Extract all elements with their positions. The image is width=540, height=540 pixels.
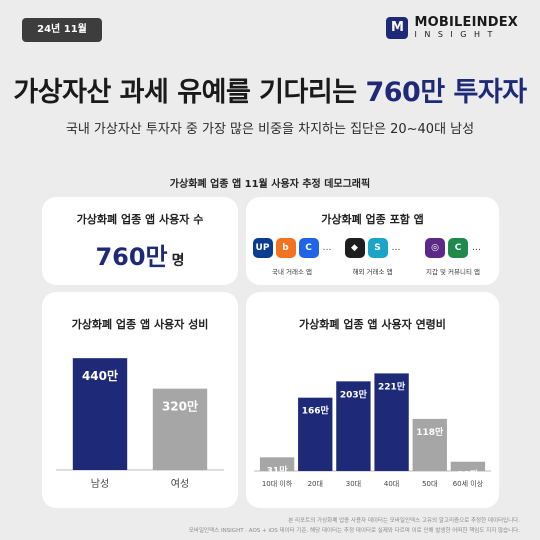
page-title: 가상자산 과세 유예를 기다리는 760만 투자자 <box>0 70 540 109</box>
mobileindex-logo: M MOBILEINDEX INSIGHT <box>386 16 518 39</box>
apps-panel-title: 가상화폐 업종 포함 앱 <box>321 213 424 226</box>
users-count-value: 760만 <box>95 243 168 271</box>
bar-1 <box>72 358 128 470</box>
more-apps-ellipsis: … <box>391 243 401 253</box>
data-label: 166만 <box>302 405 330 417</box>
logo-sub-text: INSIGHT <box>414 30 500 39</box>
category-label: 여성 <box>171 478 189 490</box>
bithumb-icon: b <box>275 238 296 258</box>
more-apps-ellipsis: … <box>472 243 481 253</box>
logo-main-text: MOBILEINDEX <box>414 15 518 30</box>
data-label: 21만 <box>458 469 480 481</box>
date-badge: 24년 11월 <box>22 18 102 42</box>
age-chart-title: 가상화폐 업종 앱 사용자 연령비 <box>299 318 446 331</box>
data-label: 203만 <box>340 388 368 400</box>
data-label: 320만 <box>162 399 198 414</box>
category-label: 50대 <box>422 480 437 488</box>
gender-chart-title: 가상화폐 업종 앱 사용자 성비 <box>71 318 209 331</box>
category-label: 20대 <box>308 480 323 488</box>
data-label: 221만 <box>378 380 406 392</box>
binance-icon: ◆ <box>344 238 365 258</box>
app-groups: UP b C… 국내 거래소 앱 ◆ S… 해외 거래소 앱 ◎ C… 지갑 및 커뮤니티 앱 <box>252 237 491 276</box>
page-subtitle: 국내 가상자산 투자자 중 가장 많은 비중을 차지하는 집단은 20~40대 … <box>65 122 475 137</box>
more-apps-ellipsis: … <box>322 243 332 253</box>
bar-3 <box>336 381 371 471</box>
footnote-line-2: 모바일인덱스 INSIGHT · AOS + iOS 데이터 기준. 해당 데이… <box>188 528 520 534</box>
app-group-label: 해외 거래소 앱 <box>352 268 393 276</box>
community-icon: C <box>448 238 468 258</box>
footnote-line-1: 본 리포트의 가상화폐 업종 사용자 데이터는 모바일인덱스 고유의 알고리즘으… <box>288 518 520 524</box>
coinone-icon: C <box>298 238 319 258</box>
data-label: 118만 <box>416 426 444 438</box>
app-group: ◎ C … 지갑 및 커뮤니티 앱 <box>415 237 491 276</box>
app-group: ◆ S… 해외 거래소 앱 <box>335 237 411 276</box>
logo-mark-icon: M <box>386 16 409 39</box>
category-label: 30대 <box>346 480 361 488</box>
category-label: 10대 이하 <box>262 479 293 488</box>
users-panel: 가상화폐 업종 앱 사용자 수 760만 명 <box>42 197 238 285</box>
bar-6 <box>450 461 486 471</box>
age-bar-chart: 31만 10대 이하 166만 20대 203만 30대 221만 40대 118만 50대 21만… <box>254 373 491 488</box>
age-chart-panel: 가상화폐 업종 앱 사용자 연령비 31만 10대 이하 166만 20대 203만 30… <box>246 292 499 508</box>
title-prefix: 가상자산 과세 유예를 기다리는 <box>13 77 366 108</box>
apps-panel: 가상화폐 업종 포함 앱 UP b C… 국내 거래소 앱 ◆ S… 해외 거래소 앱 ◎ C…… <box>246 197 499 285</box>
bar-5 <box>412 418 447 471</box>
section-title: 가상화폐 업종 앱 11월 사용자 추정 데모그래픽 <box>169 179 371 190</box>
app-group-label: 지갑 및 커뮤니티 앱 <box>425 268 481 276</box>
users-count-unit: 명 <box>171 253 185 269</box>
app-group: UP b C… 국내 거래소 앱 <box>252 237 332 276</box>
bar-1 <box>259 457 295 471</box>
app-group-label: 국내 거래소 앱 <box>271 268 312 276</box>
title-highlight: 760만 투자자 <box>365 77 527 108</box>
bar-2 <box>152 388 208 470</box>
data-label: 31만 <box>267 464 289 476</box>
category-label: 남성 <box>91 478 109 490</box>
bar-2 <box>298 397 333 471</box>
users-panel-title: 가상화폐 업종 앱 사용자 수 <box>76 213 204 226</box>
bar-4 <box>374 373 409 471</box>
data-label: 440만 <box>82 368 118 383</box>
bybit-icon: S <box>367 238 388 258</box>
wallet-icon: ◎ <box>425 238 445 258</box>
category-label: 60세 이상 <box>453 479 484 488</box>
users-count: 760만 명 <box>42 237 238 272</box>
category-label: 40대 <box>384 480 399 488</box>
upbit-icon: UP <box>252 238 273 258</box>
